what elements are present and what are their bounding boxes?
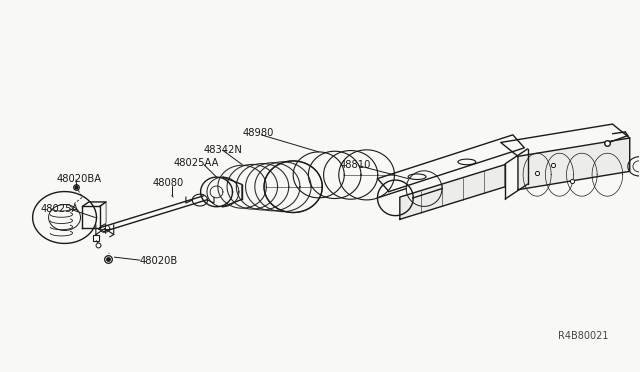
Polygon shape bbox=[518, 138, 630, 190]
Text: 48020BA: 48020BA bbox=[57, 174, 102, 185]
Text: 48342N: 48342N bbox=[204, 145, 243, 155]
Polygon shape bbox=[400, 164, 505, 219]
Text: 48025A: 48025A bbox=[40, 204, 79, 214]
Text: 48080: 48080 bbox=[153, 178, 184, 188]
Text: R4B80021: R4B80021 bbox=[558, 331, 609, 341]
Text: 48020B: 48020B bbox=[140, 256, 178, 266]
Text: 48810: 48810 bbox=[339, 160, 371, 170]
Text: 48980: 48980 bbox=[242, 128, 273, 138]
Text: 48025AA: 48025AA bbox=[173, 158, 219, 168]
